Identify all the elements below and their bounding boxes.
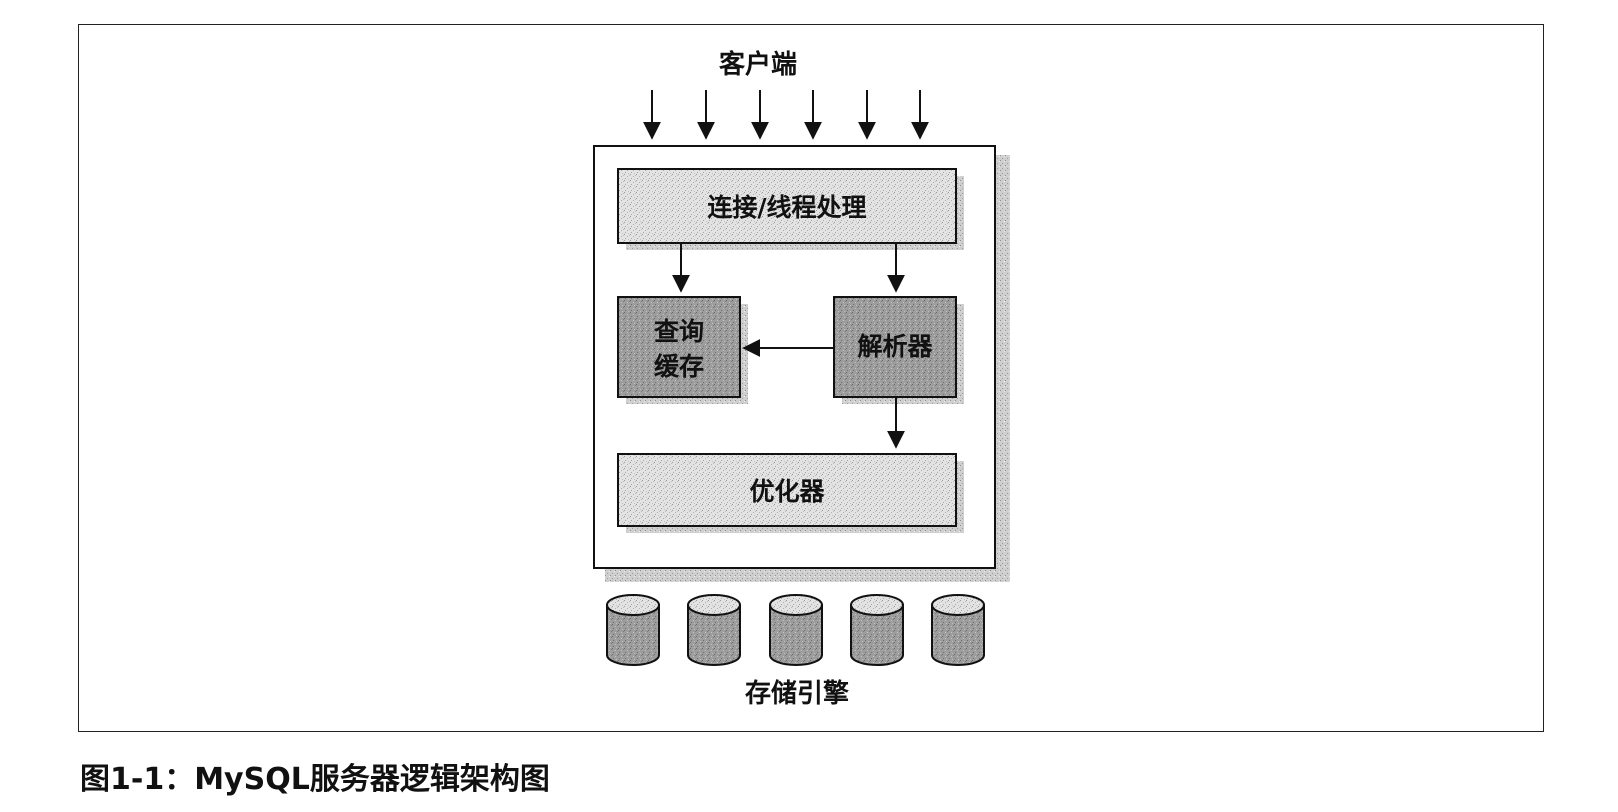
storage-engines xyxy=(606,594,985,666)
clients-label: 客户端 xyxy=(719,49,797,80)
connection-box xyxy=(617,168,957,244)
storage-engine-cylinder xyxy=(850,594,904,666)
storage-engine-cylinder xyxy=(606,594,660,666)
storage-engine-cylinder xyxy=(769,594,823,666)
connection-label: 连接/线程处理 xyxy=(707,193,866,222)
query-cache-label-line2: 缓存 xyxy=(654,352,704,381)
parser-label: 解析器 xyxy=(857,332,933,361)
client-arrows xyxy=(643,90,929,140)
optimizer-box xyxy=(617,453,957,527)
figure-caption: 图1-1：MySQL服务器逻辑架构图 xyxy=(80,762,550,797)
storage-engine-cylinder xyxy=(687,594,741,666)
parser-box xyxy=(833,296,957,398)
storage-engine-cylinder xyxy=(931,594,985,666)
optimizer-label: 优化器 xyxy=(749,477,825,506)
query-cache-label-line1: 查询 xyxy=(654,317,704,346)
storage-engines-label: 存储引擎 xyxy=(745,678,849,709)
query-cache-box xyxy=(617,296,741,398)
